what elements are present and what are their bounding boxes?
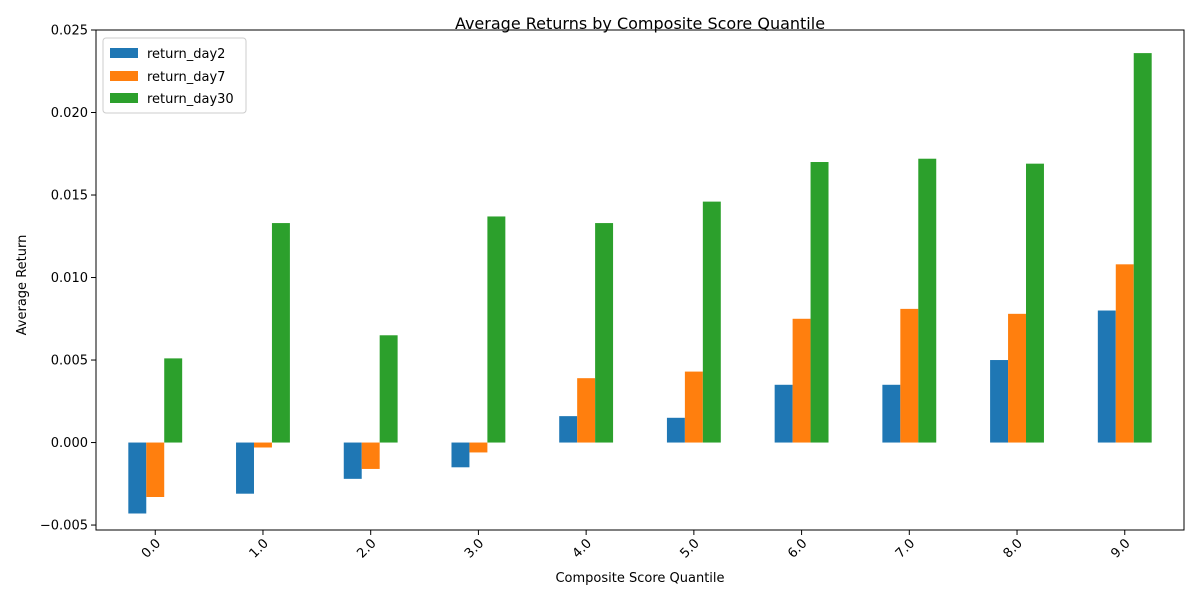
bar-return-day30-q8 [1026, 163, 1044, 443]
x-tick-label: 3.0 [462, 536, 487, 561]
bar-return-day7-q9 [1115, 264, 1134, 443]
bar-return-day7-q7 [900, 308, 919, 443]
bar-return-day7-q8 [1008, 313, 1027, 443]
x-tick-label: 5.0 [677, 536, 702, 561]
bar-return-day30-q6 [810, 162, 829, 443]
y-tick-label: 0.015 [51, 189, 88, 204]
bars-layer [128, 53, 1152, 514]
bar-return-day2-q1 [236, 442, 254, 494]
y-tick-label: 0.005 [51, 354, 88, 369]
y-tick-label: 0.020 [51, 106, 88, 121]
bar-return-day2-q3 [451, 442, 470, 468]
bar-return-day7-q0 [146, 442, 165, 497]
legend-swatch-return-day30 [110, 93, 138, 103]
bar-return-day30-q9 [1133, 53, 1152, 443]
bar-return-day2-q7 [882, 384, 901, 443]
bar-return-day2-q0 [128, 442, 147, 514]
legend-swatch-return-day2 [110, 48, 138, 58]
plot-frame [95, 29, 1185, 531]
bar-return-day2-q4 [559, 416, 578, 443]
bar-return-day7-q3 [469, 442, 488, 453]
x-tick-label: 8.0 [1001, 536, 1026, 561]
bar-return-day30-q7 [918, 158, 937, 443]
x-tick-label: 7.0 [893, 536, 918, 561]
legend-box [102, 37, 247, 114]
bar-return-day7-q5 [684, 371, 703, 443]
y-axis-label: Average Return [15, 235, 30, 336]
legend-label-return-day7: return_day7 [147, 70, 225, 85]
x-tick-label: 6.0 [785, 536, 810, 561]
bar-return-day2-q2 [343, 442, 362, 479]
bar-return-day2-q9 [1097, 310, 1116, 443]
legend-label-return-day30: return_day30 [147, 92, 234, 107]
y-tick-label: 0.000 [51, 436, 88, 451]
x-axis: 0.0 1.0 2.0 3.0 4.0 5.0 6.0 7.0 8.0 9.0 [139, 530, 1134, 561]
x-tick-label: 9.0 [1108, 536, 1133, 561]
bar-return-day2-q5 [666, 417, 685, 443]
bar-return-day7-q4 [577, 378, 596, 443]
chart-title: Average Returns by Composite Score Quant… [455, 14, 825, 33]
bar-return-day2-q6 [774, 384, 793, 443]
bar-return-day2-q8 [990, 360, 1009, 443]
bar-return-day7-q1 [253, 442, 272, 448]
legend-label-return-day2: return_day2 [147, 47, 225, 62]
x-tick-label: 1.0 [247, 536, 272, 561]
legend-swatch-return-day7 [110, 71, 138, 81]
bar-return-day30-q2 [379, 335, 398, 443]
x-axis-label: Composite Score Quantile [555, 571, 724, 586]
x-tick-label: 0.0 [139, 536, 164, 561]
bar-return-day30-q5 [702, 201, 721, 443]
y-axis: −0.005 0.000 0.005 0.010 0.015 0.020 0.025 [40, 24, 96, 534]
y-tick-label: 0.010 [51, 271, 88, 286]
bar-return-day7-q6 [792, 318, 811, 443]
bar-return-day30-q3 [487, 216, 506, 443]
bar-return-day30-q1 [271, 223, 290, 443]
y-tick-label: −0.005 [40, 519, 88, 534]
bar-return-day30-q0 [164, 358, 183, 443]
y-tick-label: 0.025 [51, 24, 88, 39]
bar-return-day30-q4 [595, 223, 614, 443]
x-tick-label: 2.0 [354, 536, 379, 561]
bar-return-day7-q2 [361, 442, 380, 469]
x-tick-label: 4.0 [570, 536, 595, 561]
legend: return_day2 return_day7 return_day30 [102, 37, 247, 114]
